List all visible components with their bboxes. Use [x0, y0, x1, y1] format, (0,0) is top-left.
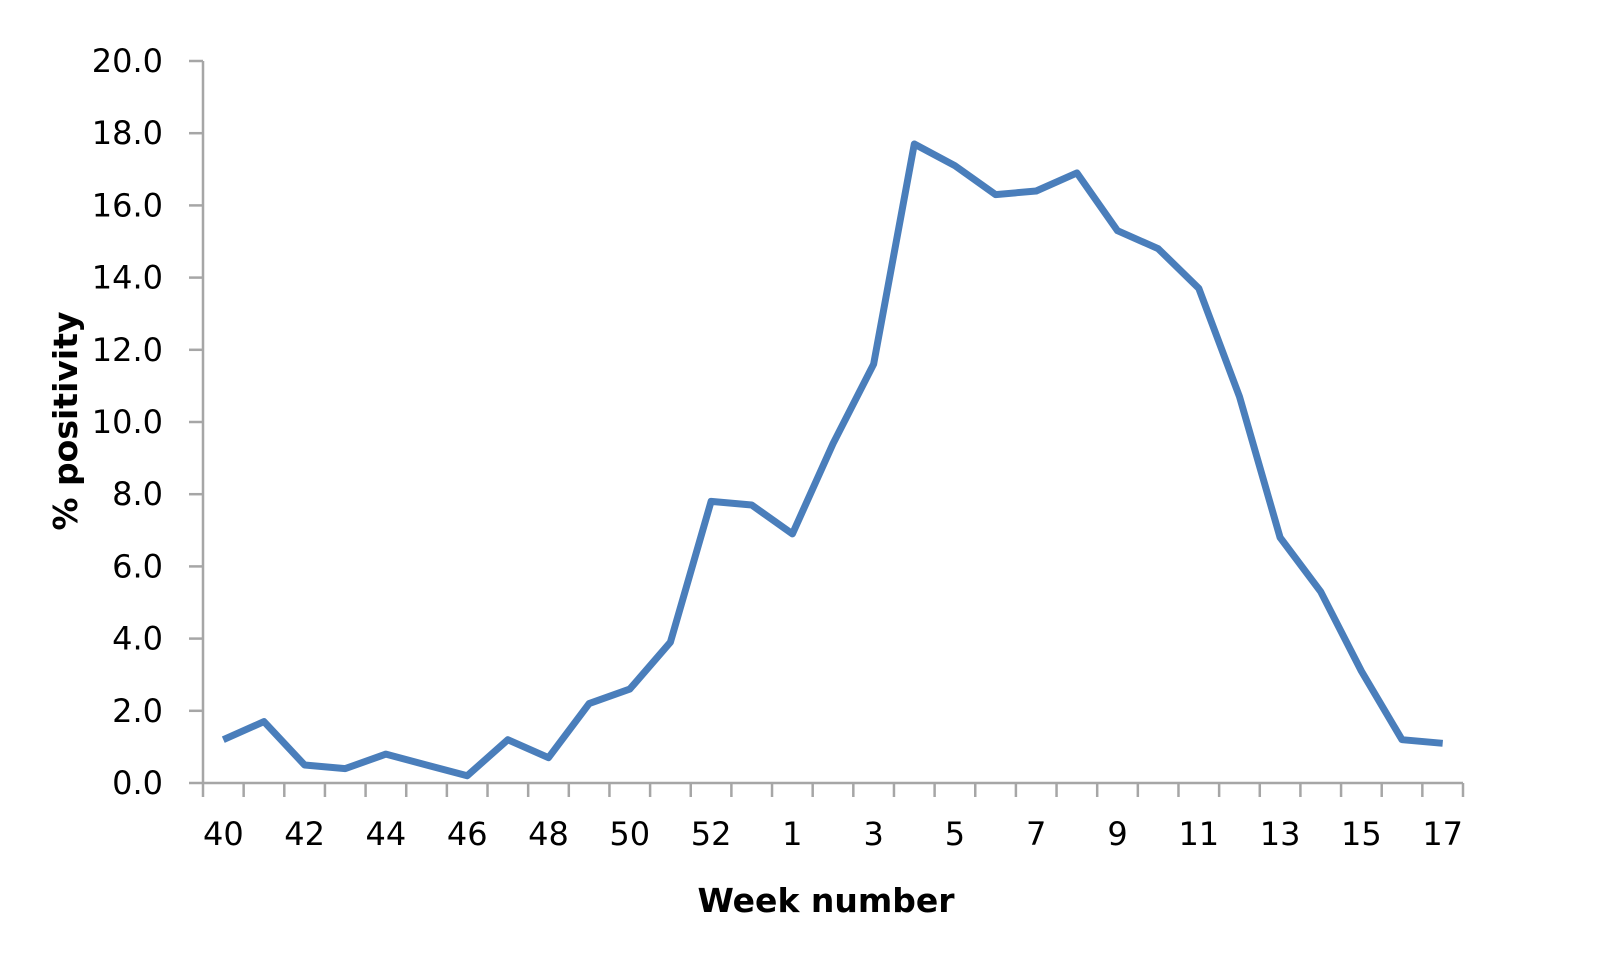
y-tick-label: 2.0: [112, 692, 163, 730]
y-tick-label: 16.0: [92, 186, 163, 224]
x-tick-label: 52: [691, 815, 732, 853]
x-tick-label: 44: [366, 815, 407, 853]
x-tick-label: 40: [203, 815, 244, 853]
y-tick-label: 18.0: [92, 114, 163, 152]
y-tick-label: 10.0: [92, 403, 163, 441]
x-tick-label: 48: [528, 815, 569, 853]
x-tick-label: 42: [284, 815, 325, 853]
series-layer: [221, 140, 1444, 780]
y-tick-label: 20.0: [92, 42, 163, 80]
x-tick-label: 50: [609, 815, 650, 853]
y-tick-label: 12.0: [92, 331, 163, 369]
x-tick-label: 5: [945, 815, 965, 853]
y-tick-label: 6.0: [112, 547, 163, 585]
y-tick-label: 8.0: [112, 475, 163, 513]
x-tick-label: 3: [863, 815, 883, 853]
x-tick-label: 46: [447, 815, 488, 853]
x-tick-label: 1: [782, 815, 802, 853]
x-axis-title: Week number: [697, 881, 955, 920]
y-tick-labels: 0.0 2.0 4.0 6.0 8.0 10.0 12.0 14.0 16.0 18.0 20.0: [92, 42, 163, 802]
x-tick-label: 9: [1107, 815, 1127, 853]
axes: [189, 59, 1465, 797]
x-tick-label: 11: [1178, 815, 1219, 853]
x-tick-label: 7: [1026, 815, 1046, 853]
x-tick-label: 17: [1422, 815, 1463, 853]
x-tick-label: 15: [1341, 815, 1382, 853]
x-tick-labels: 40 42 44 46 48 50 52 1 3 5 7 9 11 13 15 17: [203, 815, 1463, 853]
y-axis-title: % positivity: [46, 312, 85, 531]
series-line: [221, 140, 1444, 780]
y-tick-label: 4.0: [112, 620, 163, 658]
x-tick-label: 13: [1260, 815, 1301, 853]
y-tick-label: 14.0: [92, 259, 163, 297]
y-tick-label: 0.0: [112, 764, 163, 802]
